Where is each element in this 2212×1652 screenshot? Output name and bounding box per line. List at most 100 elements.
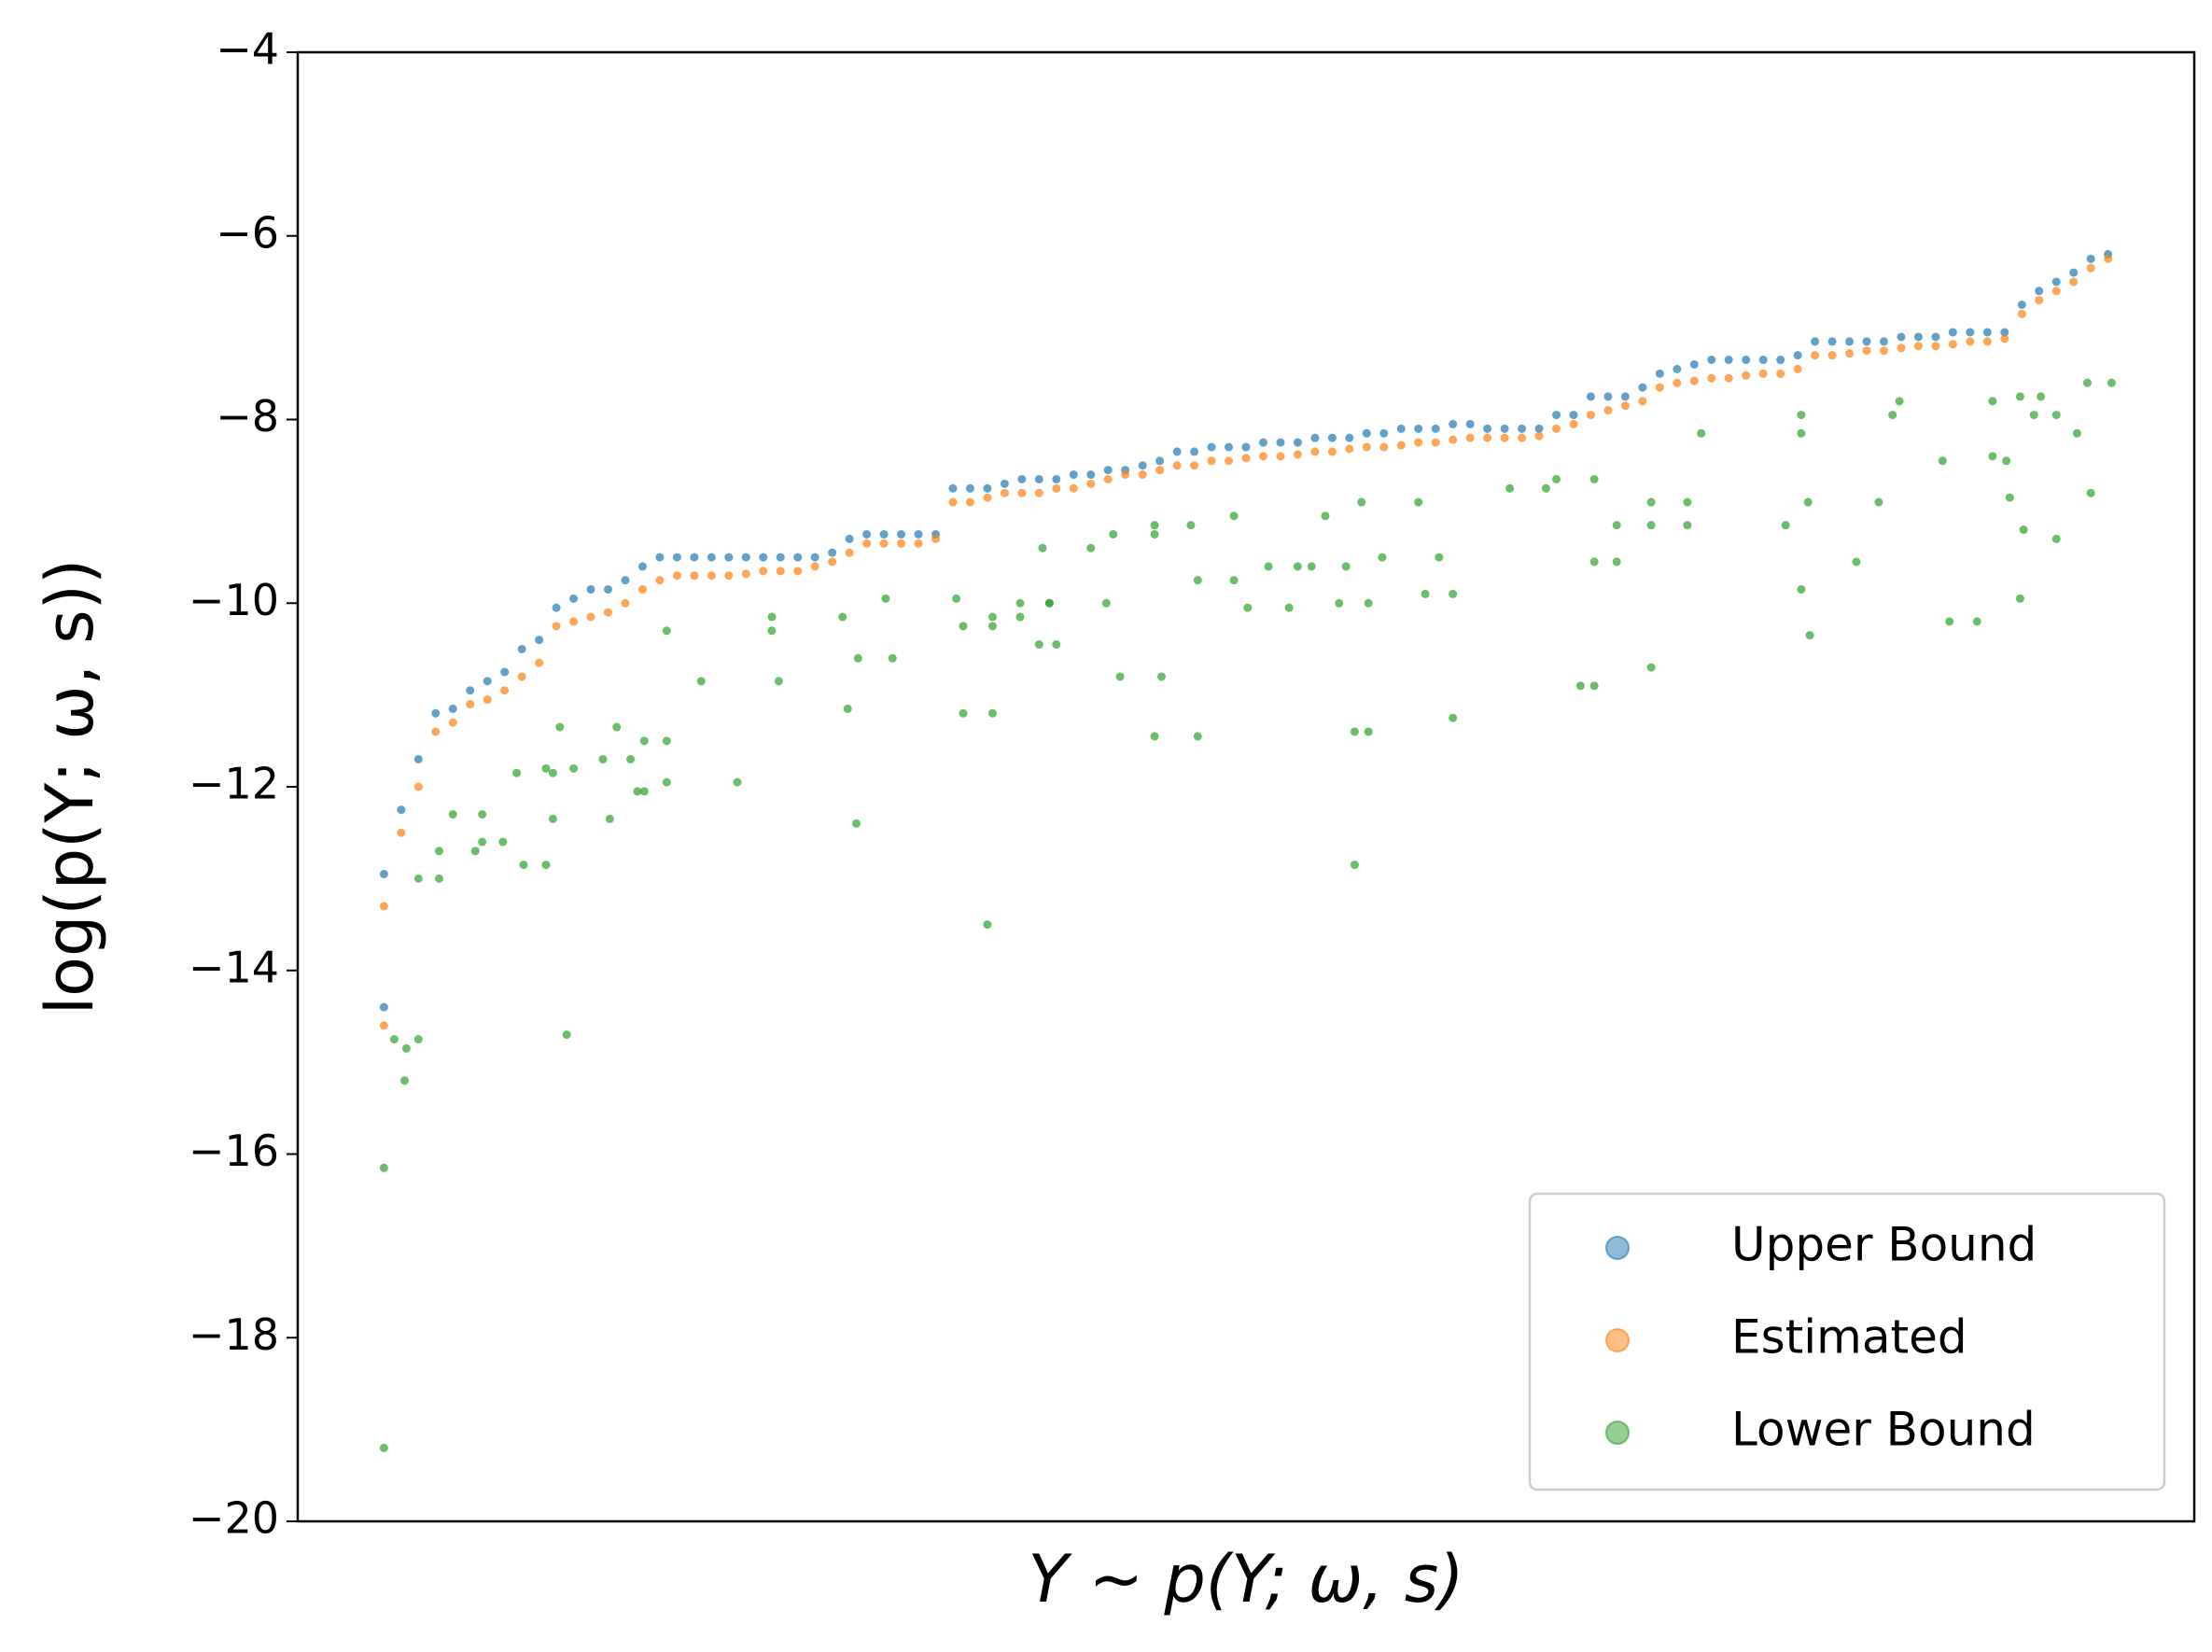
point <box>2035 287 2044 296</box>
point <box>1086 543 1096 553</box>
point <box>1150 521 1159 530</box>
point <box>733 777 742 787</box>
point <box>639 736 649 746</box>
point <box>1327 447 1337 456</box>
point <box>1015 612 1025 622</box>
point <box>1150 732 1159 741</box>
point <box>478 837 487 847</box>
point <box>1465 419 1475 428</box>
point <box>1034 474 1043 483</box>
point <box>655 576 665 585</box>
point <box>1241 454 1251 463</box>
point <box>1966 337 1975 346</box>
point <box>1888 411 1897 420</box>
y-tick-label: −14 <box>189 942 279 992</box>
point <box>401 1043 411 1053</box>
point <box>1811 351 1820 360</box>
point <box>2015 392 2024 401</box>
point <box>2069 268 2079 277</box>
point <box>633 787 642 796</box>
point <box>1541 483 1550 493</box>
legend-label: Upper Bound <box>1731 1218 2037 1272</box>
point <box>500 667 510 677</box>
point <box>959 708 968 718</box>
point <box>1620 401 1630 411</box>
point <box>1518 433 1527 442</box>
point <box>1603 392 1613 401</box>
point <box>1225 456 1234 466</box>
point <box>1052 640 1061 650</box>
point <box>1589 681 1599 691</box>
point <box>448 704 457 713</box>
point <box>379 902 388 911</box>
point <box>838 612 847 622</box>
point <box>1109 529 1118 539</box>
point <box>1293 438 1302 447</box>
point <box>2082 378 2092 387</box>
point <box>1655 383 1664 392</box>
point <box>862 539 872 548</box>
point <box>1335 598 1344 608</box>
point <box>379 1021 388 1030</box>
point <box>690 571 699 581</box>
point <box>914 539 923 548</box>
point <box>1052 474 1061 483</box>
point <box>1034 488 1043 497</box>
point <box>562 1030 571 1040</box>
point <box>400 1076 410 1085</box>
point <box>478 810 487 819</box>
point <box>517 672 526 681</box>
plot-frame <box>296 50 2196 1523</box>
point <box>845 534 854 543</box>
point <box>1034 640 1043 650</box>
point <box>1518 424 1527 433</box>
point <box>379 1443 388 1452</box>
point <box>637 584 647 594</box>
point <box>983 493 992 502</box>
point <box>696 677 706 686</box>
point <box>413 1035 423 1044</box>
point <box>888 653 897 663</box>
point <box>2069 277 2079 287</box>
point <box>1638 383 1647 392</box>
point <box>1612 521 1621 530</box>
point <box>500 686 510 695</box>
point <box>1897 343 1906 353</box>
point <box>1827 351 1837 360</box>
point <box>672 571 681 581</box>
point <box>1293 562 1302 571</box>
point <box>1069 483 1078 493</box>
point <box>1724 373 1733 383</box>
point <box>1811 337 1820 346</box>
point <box>1742 371 1751 380</box>
point <box>1781 521 1790 530</box>
point <box>1552 424 1561 433</box>
point <box>1897 332 1906 342</box>
point <box>1552 474 1561 483</box>
series <box>379 378 2116 1452</box>
point <box>759 553 768 562</box>
point <box>662 736 671 746</box>
point <box>897 539 906 548</box>
point <box>1414 497 1423 507</box>
point <box>2051 411 2061 420</box>
point <box>1683 521 1692 530</box>
point <box>1229 511 1239 521</box>
point <box>541 861 551 870</box>
point <box>2000 328 2009 337</box>
point <box>1086 479 1096 488</box>
point <box>626 754 636 763</box>
point <box>621 576 630 585</box>
point <box>1758 369 1768 378</box>
point <box>881 594 890 603</box>
point <box>1931 342 1940 351</box>
point <box>1879 337 1888 346</box>
point <box>987 622 997 631</box>
point <box>1646 663 1656 672</box>
point <box>741 553 750 562</box>
point <box>1431 438 1440 447</box>
point <box>1243 603 1253 612</box>
point <box>843 704 852 713</box>
point <box>983 483 992 493</box>
point <box>1646 497 1656 507</box>
